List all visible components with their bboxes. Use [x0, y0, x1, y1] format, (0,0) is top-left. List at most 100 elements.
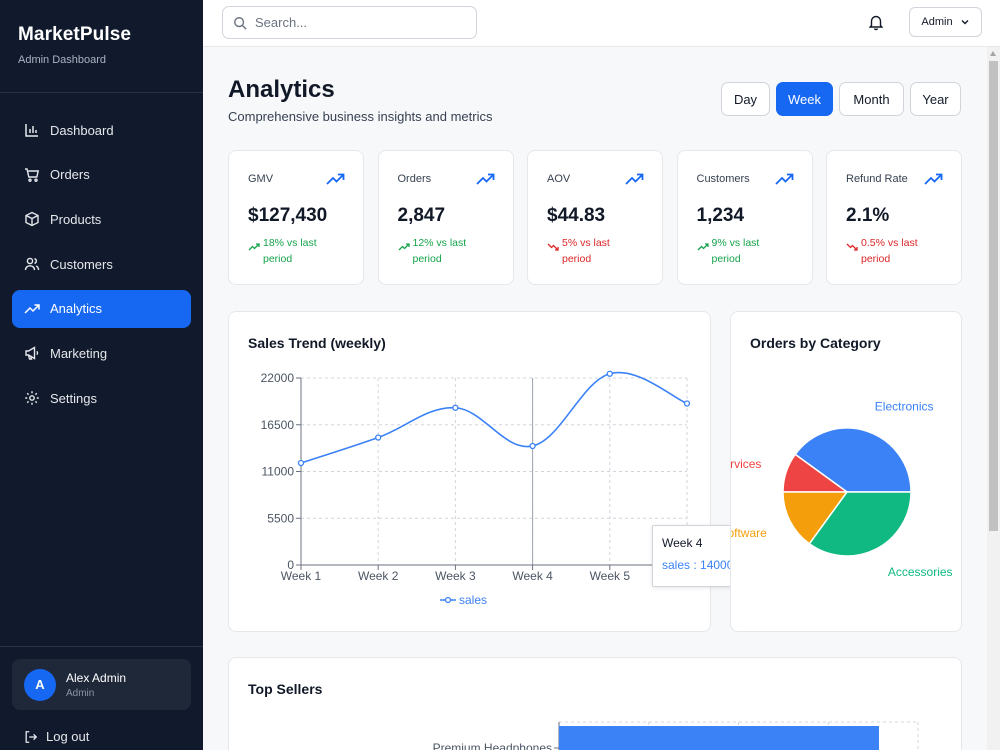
- user-card[interactable]: A Alex Admin Admin: [12, 659, 191, 710]
- kpi-label: Orders: [397, 173, 432, 185]
- user-role: Admin: [66, 687, 95, 699]
- kpi-delta: 5% vs last period: [547, 235, 647, 267]
- data-point: [606, 370, 613, 377]
- legend-label: sales: [459, 593, 487, 607]
- logout-button[interactable]: Log out: [0, 729, 203, 744]
- search-icon: [234, 16, 247, 30]
- slice-label: Services: [731, 457, 761, 471]
- bar-chart-icon: [24, 122, 40, 138]
- bell-icon[interactable]: [867, 13, 885, 31]
- box-icon: [24, 211, 40, 227]
- brand-title: MarketPulse: [18, 24, 132, 45]
- pie-slice: [808, 491, 912, 557]
- legend-marker: [444, 596, 452, 604]
- sidebar-item-orders[interactable]: Orders: [12, 156, 191, 194]
- slice-label: Electronics: [875, 399, 934, 413]
- brand-subtitle: Admin Dashboard: [18, 54, 107, 66]
- sidebar-item-customers[interactable]: Customers: [12, 245, 191, 283]
- cart-icon: [24, 167, 40, 183]
- arrow-up-right-icon: [697, 243, 709, 251]
- y-tick-label: 16500: [261, 418, 295, 432]
- period-week-button[interactable]: Week: [776, 82, 833, 116]
- kpi-value: 1,234: [696, 205, 745, 226]
- sidebar-item-label: Orders: [50, 167, 90, 183]
- sales-trend-card: Sales Trend (weekly) 0 5500 11000 16500 2200…: [228, 311, 742, 633]
- kpi-label: Customers: [696, 173, 750, 185]
- tooltip-title: Week 4: [662, 536, 703, 550]
- search-box[interactable]: [222, 6, 477, 39]
- kpi-delta: 18% vs last period: [248, 235, 348, 267]
- top-sellers-chart[interactable]: Premium Headphones: [229, 658, 962, 750]
- sidebar-item-label: Analytics: [50, 301, 103, 317]
- sidebar-item-products[interactable]: Products: [12, 200, 191, 238]
- data-point: [683, 400, 691, 407]
- sidebar-item-settings[interactable]: Settings: [12, 379, 191, 417]
- kpi-delta-text: period: [711, 253, 741, 265]
- kpi-delta-text: 5% vs last: [562, 237, 610, 249]
- admin-label: Admin: [921, 16, 953, 28]
- admin-menu-button[interactable]: Admin: [909, 7, 982, 37]
- x-tick-label: Week 5: [590, 569, 631, 583]
- sidebar-item-dashboard[interactable]: Dashboard: [12, 111, 191, 149]
- chevron-down-icon: [961, 20, 969, 25]
- bar: [559, 726, 879, 750]
- arrow-up-right-icon: [248, 243, 260, 251]
- kpi-delta-text: 12% vs last: [412, 237, 467, 249]
- kpi-delta-text: period: [412, 253, 442, 265]
- scroll-up-arrow-icon[interactable]: [990, 51, 996, 56]
- arrow-down-right-icon: [846, 243, 858, 251]
- kpi-card-customers: Customers 1,234 9% vs last period: [676, 150, 813, 285]
- search-input[interactable]: [255, 15, 455, 30]
- page-scrollbar[interactable]: [987, 47, 1000, 750]
- sidebar: MarketPulse Admin Dashboard Dashboard Or…: [0, 0, 203, 750]
- logout-icon: [25, 730, 38, 743]
- avatar: A: [24, 668, 56, 701]
- card-title: Top Sellers: [248, 681, 323, 697]
- scroll-thumb[interactable]: [989, 61, 998, 531]
- kpi-card-aov: AOV $44.83 5% vs last period: [527, 150, 663, 285]
- sidebar-item-analytics[interactable]: Analytics: [12, 289, 191, 328]
- orders-by-category-chart[interactable]: Electronics Services Software Accessories: [731, 312, 962, 632]
- trending-up-icon: [774, 173, 793, 185]
- kpi-value: 2.1%: [846, 205, 890, 226]
- y-tick-label: 22000: [261, 371, 295, 385]
- kpi-card-refund-rate: Refund Rate 2.1% 0.5% vs last period: [826, 150, 962, 285]
- sales-line: [300, 371, 688, 464]
- period-day-button[interactable]: Day: [721, 82, 770, 116]
- sidebar-item-label: Products: [50, 211, 102, 227]
- sidebar-item-marketing[interactable]: Marketing: [12, 334, 191, 372]
- trending-up-icon: [475, 173, 494, 185]
- pie-slice: [782, 491, 849, 545]
- y-tick-label: 0: [287, 558, 294, 572]
- kpi-delta: 0.5% vs last period: [846, 235, 946, 267]
- kpi-row: GMV $127,430 18% vs last period Orders 2,…: [228, 150, 962, 285]
- sidebar-item-label: Customers: [50, 256, 113, 272]
- card-title: Sales Trend (weekly): [248, 335, 386, 351]
- period-year-button[interactable]: Year: [910, 82, 961, 116]
- sidebar-item-label: Dashboard: [50, 122, 114, 138]
- period-month-button[interactable]: Month: [839, 82, 904, 116]
- kpi-label: Refund Rate: [846, 173, 908, 185]
- kpi-delta: 9% vs last period: [697, 235, 797, 267]
- kpi-delta-text: 9% vs last: [711, 237, 760, 249]
- trending-up-icon: [924, 173, 943, 185]
- arrow-down-right-icon: [547, 243, 559, 251]
- chart-tooltip: Week 4 sales : 14000: [652, 525, 742, 587]
- topbar: Admin: [203, 0, 1000, 47]
- kpi-value: 2,847: [397, 205, 446, 226]
- kpi-delta-text: 18% vs last: [263, 237, 317, 249]
- kpi-card-gmv: GMV $127,430 18% vs last period: [228, 150, 364, 285]
- users-icon: [24, 256, 40, 272]
- slice-label: Accessories: [888, 565, 953, 579]
- sales-trend-chart[interactable]: 0 5500 11000 16500 22000 Week 1 Week 2 Week 3 We…: [229, 312, 712, 633]
- kpi-delta-text: period: [263, 253, 293, 265]
- y-tick-label: Premium Headphones: [433, 741, 552, 750]
- x-tick-label: Week 4: [512, 569, 553, 583]
- user-name: Alex Admin: [66, 670, 127, 685]
- sidebar-footer: A Alex Admin Admin Log out: [0, 646, 203, 750]
- y-tick-label: 5500: [267, 511, 294, 525]
- trending-up-icon: [24, 301, 40, 317]
- arrow-up-right-icon: [398, 243, 410, 251]
- logout-label: Log out: [46, 729, 90, 744]
- sidebar-item-label: Marketing: [50, 345, 108, 361]
